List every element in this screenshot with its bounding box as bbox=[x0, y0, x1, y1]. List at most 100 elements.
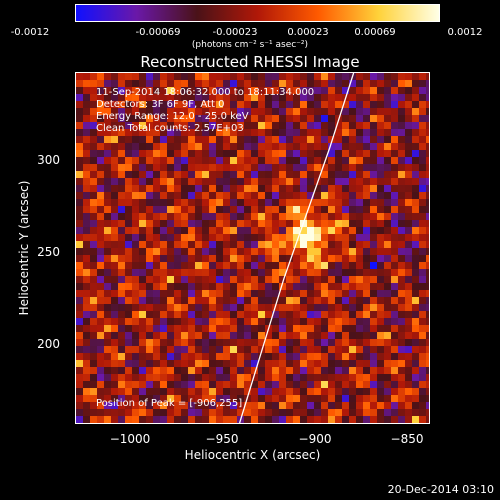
heatmap-cell bbox=[349, 325, 356, 332]
heatmap-cell bbox=[146, 199, 153, 206]
heatmap-cell bbox=[104, 220, 111, 227]
heatmap-cell bbox=[405, 269, 412, 276]
heatmap-cell bbox=[146, 290, 153, 297]
heatmap-cell bbox=[419, 80, 426, 87]
heatmap-cell bbox=[223, 402, 230, 409]
heatmap-cell bbox=[230, 297, 237, 304]
heatmap-cell bbox=[125, 346, 132, 353]
heatmap-cell bbox=[244, 122, 251, 129]
heatmap-cell bbox=[426, 269, 429, 276]
heatmap-cell bbox=[391, 108, 398, 115]
heatmap-cell bbox=[104, 318, 111, 325]
heatmap-cell bbox=[279, 346, 286, 353]
heatmap-cell bbox=[188, 157, 195, 164]
heatmap-cell bbox=[363, 227, 370, 234]
heatmap-cell bbox=[384, 255, 391, 262]
heatmap-cell bbox=[300, 304, 307, 311]
heatmap-cell bbox=[125, 409, 132, 416]
heatmap-cell bbox=[349, 171, 356, 178]
heatmap-cell bbox=[328, 346, 335, 353]
heatmap-cell bbox=[328, 395, 335, 402]
heatmap-cell bbox=[251, 255, 258, 262]
heatmap-cell bbox=[167, 241, 174, 248]
heatmap-cell bbox=[314, 157, 321, 164]
heatmap-cell bbox=[139, 199, 146, 206]
heatmap-cell bbox=[426, 87, 429, 94]
heatmap-cell bbox=[363, 332, 370, 339]
heatmap-cell bbox=[265, 199, 272, 206]
heatmap-cell bbox=[139, 353, 146, 360]
heatmap-cell bbox=[174, 290, 181, 297]
heatmap-cell bbox=[76, 402, 83, 409]
heatmap-cell bbox=[391, 115, 398, 122]
heatmap-cell bbox=[153, 129, 160, 136]
heatmap-cell bbox=[223, 234, 230, 241]
heatmap-cell bbox=[125, 283, 132, 290]
heatmap-cell bbox=[279, 304, 286, 311]
heatmap-cell bbox=[258, 94, 265, 101]
heatmap-cell bbox=[426, 220, 429, 227]
heatmap-cell bbox=[300, 416, 307, 423]
heatmap-cell bbox=[125, 318, 132, 325]
heatmap-cell bbox=[216, 178, 223, 185]
heatmap-cell bbox=[405, 262, 412, 269]
heatmap-cell bbox=[237, 199, 244, 206]
heatmap-cell bbox=[328, 388, 335, 395]
heatmap-cell bbox=[223, 80, 230, 87]
heatmap-cell bbox=[307, 318, 314, 325]
heatmap-cell bbox=[370, 325, 377, 332]
heatmap-cell bbox=[307, 73, 314, 80]
heatmap-cell bbox=[356, 213, 363, 220]
heatmap-cell bbox=[258, 143, 265, 150]
heatmap-cell bbox=[265, 381, 272, 388]
heatmap-cell bbox=[342, 87, 349, 94]
heatmap-cell bbox=[321, 199, 328, 206]
heatmap-cell bbox=[104, 94, 111, 101]
heatmap-cell bbox=[384, 206, 391, 213]
heatmap-cell bbox=[202, 185, 209, 192]
heatmap-cell bbox=[174, 227, 181, 234]
heatmap-cell bbox=[209, 409, 216, 416]
heatmap-cell bbox=[265, 234, 272, 241]
x-tick: −850 bbox=[390, 432, 424, 446]
heatmap-cell bbox=[132, 332, 139, 339]
heatmap-cell bbox=[391, 122, 398, 129]
heatmap-cell bbox=[349, 108, 356, 115]
heatmap-cell bbox=[160, 164, 167, 171]
heatmap-cell bbox=[237, 164, 244, 171]
heatmap-cell bbox=[118, 269, 125, 276]
heatmap-cell bbox=[377, 73, 384, 80]
heatmap-cell bbox=[111, 157, 118, 164]
heatmap-cell bbox=[398, 269, 405, 276]
heatmap-cell bbox=[153, 346, 160, 353]
heatmap-cell bbox=[97, 388, 104, 395]
heatmap-cell bbox=[118, 332, 125, 339]
heatmap-cell bbox=[349, 94, 356, 101]
heatmap-cell bbox=[181, 164, 188, 171]
heatmap-cell bbox=[118, 94, 125, 101]
heatmap-cell bbox=[342, 374, 349, 381]
heatmap-cell bbox=[377, 94, 384, 101]
heatmap-cell bbox=[244, 402, 251, 409]
heatmap-cell bbox=[202, 87, 209, 94]
heatmap-cell bbox=[314, 262, 321, 269]
heatmap-cell bbox=[370, 388, 377, 395]
heatmap-cell bbox=[104, 185, 111, 192]
heatmap-cell bbox=[139, 325, 146, 332]
heatmap-cell bbox=[300, 143, 307, 150]
heatmap-cell bbox=[76, 164, 83, 171]
heatmap-cell bbox=[426, 94, 429, 101]
heatmap-cell bbox=[202, 416, 209, 423]
heatmap-cell bbox=[384, 171, 391, 178]
heatmap-cell bbox=[125, 129, 132, 136]
heatmap-cell bbox=[426, 388, 429, 395]
heatmap-cell bbox=[244, 164, 251, 171]
heatmap-cell bbox=[398, 353, 405, 360]
heatmap-cell bbox=[363, 171, 370, 178]
heatmap-cell bbox=[370, 402, 377, 409]
heatmap-cell bbox=[195, 206, 202, 213]
heatmap-cell bbox=[356, 192, 363, 199]
heatmap-cell bbox=[244, 227, 251, 234]
heatmap-cell bbox=[209, 143, 216, 150]
heatmap-cell bbox=[160, 73, 167, 80]
